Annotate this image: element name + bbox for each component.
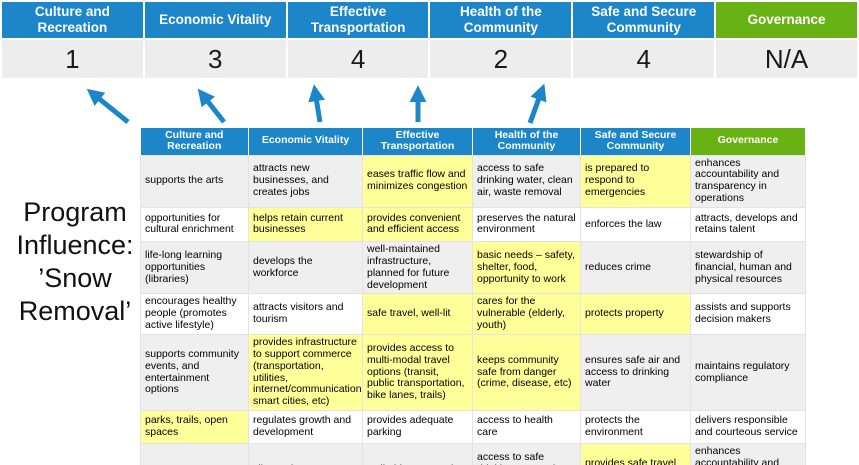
- matrix-cell: enhances accountability and transparency…: [690, 443, 806, 465]
- matrix-cell: access to safe drinking water, clean air…: [472, 443, 581, 465]
- matrix-cell: enforces the law: [580, 206, 691, 242]
- matrix-header-cell: Effective Transportation: [362, 128, 473, 155]
- matrix-cell: enhances accountability and transparency…: [690, 154, 806, 208]
- matrix-header-cell: Health of the Community: [472, 128, 581, 155]
- matrix-cell: is prepared to respond to emergencies: [580, 154, 691, 208]
- summary-row: Culture and Recreation 1 Economic Vitality…: [2, 2, 857, 78]
- matrix-row: encourages healthy people (promotes acti…: [140, 293, 806, 335]
- summary-score: 4: [573, 40, 715, 78]
- matrix-cell: helps retain current businesses: [248, 206, 363, 242]
- matrix-row: vibrant downtownwalkable communityaccess…: [140, 443, 806, 465]
- matrix-cell: well-maintained infrastructure, planned …: [362, 240, 473, 295]
- arrow-up-icon: [308, 84, 326, 123]
- matrix-cell: parks, trails, open spaces: [140, 410, 249, 445]
- matrix-cell: regulates growth and development: [248, 410, 363, 445]
- matrix-cell: provides convenient and efficient access: [362, 206, 473, 242]
- matrix-row: supports community events, and entertain…: [140, 333, 806, 412]
- matrix-cell: supports the arts: [140, 154, 249, 208]
- matrix-header-cell: Safe and Secure Community: [580, 128, 691, 155]
- matrix-cell: develops the workforce: [248, 240, 363, 295]
- summary-header: Economic Vitality: [144, 2, 286, 38]
- matrix-cell: access to health care: [472, 410, 581, 445]
- summary-header: Effective Transportation: [287, 2, 429, 38]
- title-line: Program: [23, 197, 127, 227]
- summary-column: Economic Vitality 3: [144, 2, 286, 78]
- matrix-header-cell: Culture and Recreation: [140, 128, 249, 155]
- summary-header: Health of the Community: [430, 2, 572, 38]
- summary-header-label: Health of the Community: [460, 3, 542, 35]
- arrow-up-icon: [527, 83, 547, 124]
- matrix-cell: maintains regulatory compliance: [690, 333, 806, 412]
- program-influence-title: Program Influence: ’Snow Removal’: [0, 196, 150, 328]
- matrix-cell: attracts visitors and tourism: [248, 293, 363, 335]
- matrix-cell: attracts new businesses, and creates job…: [248, 154, 363, 208]
- influence-matrix: Culture and Recreation Economic Vitality E…: [140, 128, 806, 465]
- matrix-row: supports the arts attracts new businesses…: [140, 154, 806, 208]
- matrix-cell: supports community events, and entertain…: [140, 333, 249, 412]
- matrix-body: supports the arts attracts new businesses…: [140, 154, 806, 465]
- influence-arrows: [86, 83, 547, 124]
- summary-header-label: Safe and Secure Community: [591, 3, 697, 35]
- matrix-cell: opportunities for cultural enrichment: [140, 206, 249, 242]
- summary-header-label: Culture and Recreation: [34, 3, 110, 35]
- summary-score: 3: [144, 40, 286, 78]
- matrix-cell: protects property: [580, 293, 691, 335]
- matrix-header-cell: Economic Vitality: [248, 128, 363, 155]
- matrix-cell: reduces crime: [580, 240, 691, 295]
- arrow-up-icon: [86, 88, 130, 124]
- summary-header: Safe and Secure Community: [573, 2, 715, 38]
- matrix-cell: cares for the vulnerable (elderly, youth…: [472, 293, 581, 335]
- title-line: Influence:: [16, 230, 134, 260]
- summary-header-label: Governance: [747, 11, 826, 27]
- matrix-cell: walkable community: [362, 443, 473, 465]
- matrix-wrap: Culture and Recreation Economic Vitality E…: [140, 128, 806, 465]
- matrix-cell: assists and supports decision makers: [690, 293, 806, 335]
- matrix-cell: stewardship of financial, human and phys…: [690, 240, 806, 295]
- matrix-cell: provides access to multi-modal travel op…: [362, 333, 473, 412]
- matrix-cell: safe travel, well-lit: [362, 293, 473, 335]
- summary-column: Governance N/A: [716, 2, 857, 78]
- title-line: Removal’: [18, 296, 132, 326]
- summary-score: 2: [430, 40, 572, 78]
- summary-column: Effective Transportation 4: [287, 2, 429, 78]
- matrix-cell: access to safe drinking water, clean air…: [472, 154, 581, 208]
- summary-header: Governance: [716, 2, 857, 38]
- matrix-cell: protects the environment: [580, 410, 691, 445]
- arrow-up-icon: [197, 88, 226, 124]
- matrix-row: life-long learning opportunities (librar…: [140, 240, 806, 295]
- matrix-cell: basic needs – safety, shelter, food, opp…: [472, 240, 581, 295]
- matrix-cell: delivers responsible and courteous servi…: [690, 410, 806, 445]
- matrix-cell: vibrant downtown: [248, 443, 363, 465]
- summary-column: Culture and Recreation 1: [2, 2, 143, 78]
- matrix-cell: life-long learning opportunities (librar…: [140, 240, 249, 295]
- matrix-cell: eases traffic flow and minimizes congest…: [362, 154, 473, 208]
- title-line: ’Snow: [38, 263, 112, 293]
- matrix-cell: provides safe travel and mobility: [580, 443, 691, 465]
- matrix-cell: provides infrastructure to support comme…: [248, 333, 363, 412]
- summary-column: Safe and Secure Community 4: [573, 2, 715, 78]
- matrix-cell: ensures safe air and access to drinking …: [580, 333, 691, 412]
- summary-score: 4: [287, 40, 429, 78]
- summary-header-label: Effective Transportation: [310, 3, 406, 35]
- matrix-cell: [140, 443, 249, 465]
- summary-header: Culture and Recreation: [2, 2, 143, 38]
- matrix-cell: preserves the natural environment: [472, 206, 581, 242]
- matrix-cell: provides adequate parking: [362, 410, 473, 445]
- matrix-header-cell: Governance: [690, 128, 806, 155]
- matrix-row: opportunities for cultural enrichment hel…: [140, 206, 806, 242]
- matrix-header-row: Culture and Recreation Economic Vitality E…: [140, 128, 806, 155]
- summary-score: 1: [2, 40, 143, 78]
- matrix-cell: keeps community safe from danger (crime,…: [472, 333, 581, 412]
- summary-score: N/A: [716, 40, 857, 78]
- matrix-cell: encourages healthy people (promotes acti…: [140, 293, 249, 335]
- summary-column: Health of the Community 2: [430, 2, 572, 78]
- matrix-row: parks, trails, open spaces regulates grow…: [140, 410, 806, 445]
- matrix-cell: attracts, develops and retains talent: [690, 206, 806, 242]
- summary-header-label: Economic Vitality: [159, 11, 272, 27]
